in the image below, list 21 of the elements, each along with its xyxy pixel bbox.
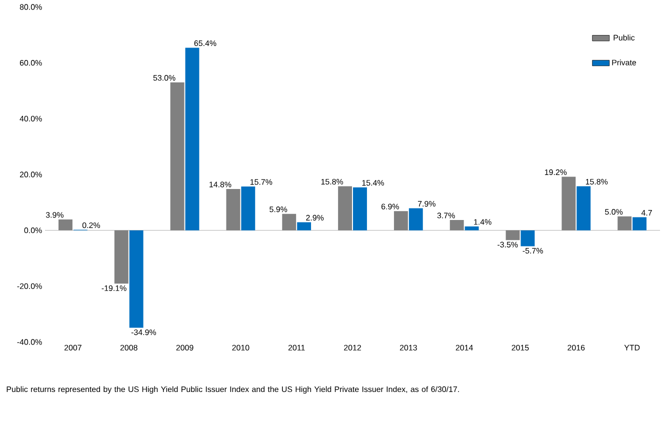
bar bbox=[58, 219, 72, 230]
bar bbox=[394, 211, 408, 230]
bar bbox=[114, 230, 128, 284]
bar bbox=[241, 186, 256, 230]
bar bbox=[338, 186, 352, 230]
bar bbox=[464, 226, 479, 230]
bar bbox=[562, 176, 576, 230]
bar bbox=[576, 186, 591, 230]
bar bbox=[185, 48, 200, 230]
bar bbox=[226, 189, 240, 230]
bar bbox=[618, 216, 632, 230]
bar bbox=[506, 230, 520, 240]
bar bbox=[450, 220, 464, 230]
bar bbox=[282, 214, 296, 230]
bar bbox=[170, 82, 184, 230]
bar bbox=[297, 222, 312, 230]
bar bbox=[408, 208, 423, 230]
bar bbox=[129, 230, 144, 328]
bar bbox=[632, 217, 646, 230]
bar bbox=[520, 230, 535, 246]
bar bbox=[353, 187, 367, 230]
